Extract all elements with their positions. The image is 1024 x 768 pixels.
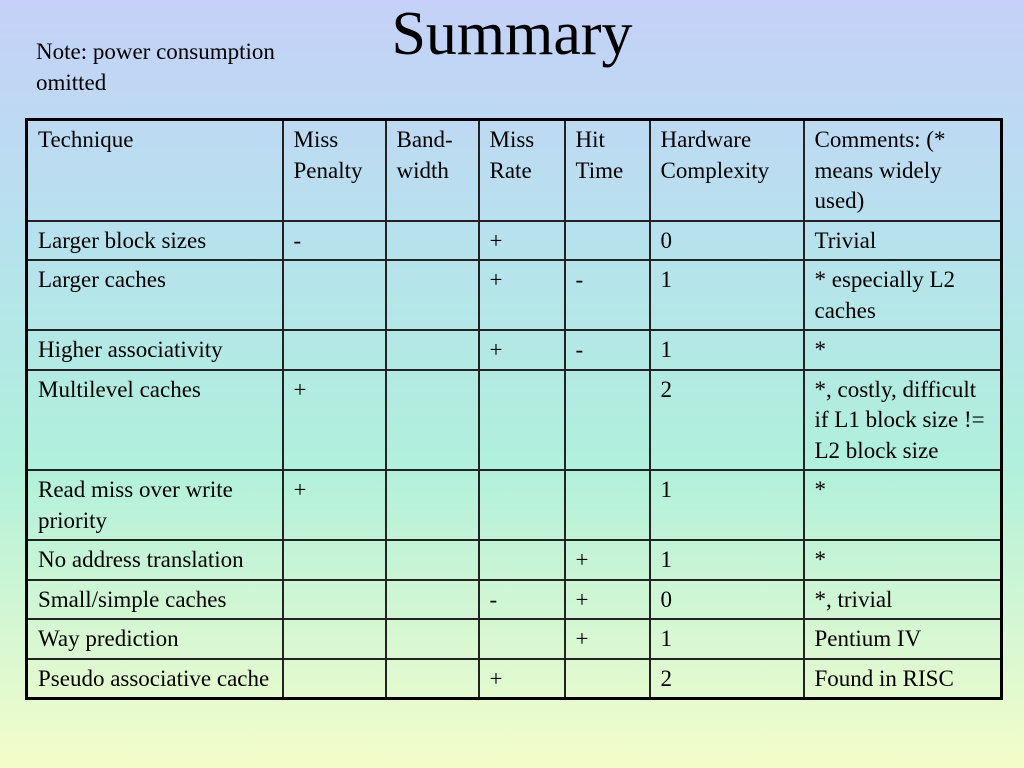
cell-hardware-complexity: 1 xyxy=(648,469,805,541)
cell-miss-rate: + xyxy=(477,329,566,371)
header-technique: Technique xyxy=(25,118,284,222)
cell-bandwidth xyxy=(384,539,480,581)
summary-table-body: Technique Miss Penalty Band-width Miss R… xyxy=(25,118,1003,700)
cell-hardware-complexity: 2 xyxy=(648,657,805,700)
table-row: Multilevel caches +2 *, costly, difficult … xyxy=(25,368,1003,471)
cell-hit-time xyxy=(563,657,651,700)
cell-hit-time: + xyxy=(563,618,651,660)
cell-hardware-complexity: 0 xyxy=(648,219,805,261)
cell-hit-time xyxy=(563,368,651,471)
cell-hit-time: - xyxy=(563,329,651,371)
cell-technique: Higher associativity xyxy=(25,329,284,371)
cell-comments: Pentium IV xyxy=(802,618,1003,660)
table-header-row: Technique Miss Penalty Band-width Miss R… xyxy=(25,118,1003,222)
cell-bandwidth xyxy=(384,368,480,471)
cell-hardware-complexity: 1 xyxy=(648,259,805,331)
slide-title: Summary xyxy=(391,0,633,68)
cell-miss-penalty: + xyxy=(281,368,387,471)
cell-miss-rate xyxy=(477,368,566,471)
cell-miss-rate: + xyxy=(477,657,566,700)
summary-table: Technique Miss Penalty Band-width Miss R… xyxy=(25,118,1003,700)
slide-note: Note: power consumption omitted xyxy=(36,39,275,95)
cell-comments: * xyxy=(802,539,1003,581)
cell-hardware-complexity: 1 xyxy=(648,539,805,581)
cell-technique: Pseudo associative cache xyxy=(25,657,284,700)
cell-miss-penalty: + xyxy=(281,469,387,541)
table-row: Pseudo associative cache +2 Found in RISC xyxy=(25,657,1003,700)
table-row: No address translation +1 * xyxy=(25,539,1003,581)
cell-miss-rate xyxy=(477,539,566,581)
cell-comments: * xyxy=(802,469,1003,541)
cell-technique: Multilevel caches xyxy=(25,368,284,471)
cell-bandwidth xyxy=(384,657,480,700)
cell-comments: Trivial xyxy=(802,219,1003,261)
cell-technique: Small/simple caches xyxy=(25,578,284,620)
cell-bandwidth xyxy=(384,578,480,620)
table-row: Small/simple caches - +0 *, trivial xyxy=(25,578,1003,620)
cell-comments: Found in RISC xyxy=(802,657,1003,700)
cell-bandwidth xyxy=(384,618,480,660)
cell-miss-rate xyxy=(477,618,566,660)
cell-hardware-complexity: 1 xyxy=(648,618,805,660)
cell-bandwidth xyxy=(384,259,480,331)
cell-hardware-complexity: 1 xyxy=(648,329,805,371)
table-row: Larger block sizes - +0 Trivial xyxy=(25,219,1003,261)
cell-technique: Read miss over write priority xyxy=(25,469,284,541)
cell-comments: *, trivial xyxy=(802,578,1003,620)
header-hardware-complexity: Hardware Complexity xyxy=(648,118,805,222)
cell-miss-penalty: - xyxy=(281,219,387,261)
cell-technique: Larger caches xyxy=(25,259,284,331)
cell-hit-time: + xyxy=(563,578,651,620)
cell-miss-rate: + xyxy=(477,259,566,331)
cell-miss-rate: + xyxy=(477,219,566,261)
cell-miss-penalty xyxy=(281,618,387,660)
table-row: Larger caches + -1 * especially L2 caches xyxy=(25,259,1003,331)
cell-bandwidth xyxy=(384,219,480,261)
cell-comments: * especially L2 caches xyxy=(802,259,1003,331)
cell-comments: * xyxy=(802,329,1003,371)
cell-comments: *, costly, difficult if L1 block size !=… xyxy=(802,368,1003,471)
cell-miss-penalty xyxy=(281,259,387,331)
cell-miss-rate xyxy=(477,469,566,541)
cell-technique: Larger block sizes xyxy=(25,219,284,261)
cell-hit-time xyxy=(563,469,651,541)
cell-hit-time: + xyxy=(563,539,651,581)
header-bandwidth: Band-width xyxy=(384,118,480,222)
cell-hardware-complexity: 2 xyxy=(648,368,805,471)
cell-bandwidth xyxy=(384,329,480,371)
cell-bandwidth xyxy=(384,469,480,541)
cell-technique: Way prediction xyxy=(25,618,284,660)
cell-technique: No address translation xyxy=(25,539,284,581)
table-row: Read miss over write priority +1 * xyxy=(25,469,1003,541)
header-hit-time: Hit Time xyxy=(563,118,651,222)
header-miss-rate: Miss Rate xyxy=(477,118,566,222)
cell-hit-time xyxy=(563,219,651,261)
cell-miss-penalty xyxy=(281,329,387,371)
table-row: Higher associativity + -1 * xyxy=(25,329,1003,371)
cell-miss-penalty xyxy=(281,657,387,700)
cell-miss-penalty xyxy=(281,578,387,620)
cell-miss-rate: - xyxy=(477,578,566,620)
cell-miss-penalty xyxy=(281,539,387,581)
header-miss-penalty: Miss Penalty xyxy=(281,118,387,222)
cell-hardware-complexity: 0 xyxy=(648,578,805,620)
cell-hit-time: - xyxy=(563,259,651,331)
header-comments: Comments: (* means widely used) xyxy=(802,118,1003,222)
table-row: Way prediction +1 Pentium IV xyxy=(25,618,1003,660)
